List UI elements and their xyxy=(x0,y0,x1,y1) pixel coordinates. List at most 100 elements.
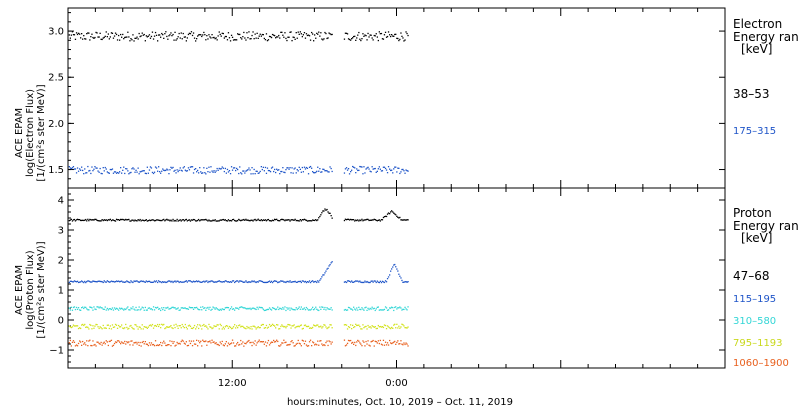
data-point xyxy=(175,281,177,283)
data-point xyxy=(71,309,74,311)
data-point xyxy=(380,219,383,221)
data-point xyxy=(320,214,322,216)
data-point xyxy=(309,165,312,168)
data-point xyxy=(224,343,226,345)
data-point xyxy=(239,33,241,36)
data-point xyxy=(228,37,231,39)
data-point xyxy=(180,169,182,171)
data-point xyxy=(371,340,373,342)
data-point xyxy=(76,167,79,169)
data-point xyxy=(293,36,295,39)
data-point xyxy=(238,218,240,221)
data-point xyxy=(205,280,207,282)
data-point xyxy=(99,326,101,328)
data-point xyxy=(404,306,406,308)
data-point xyxy=(405,308,407,310)
data-point xyxy=(93,168,95,170)
data-point xyxy=(271,166,274,168)
data-point xyxy=(289,280,291,282)
data-point xyxy=(277,340,279,343)
y-tick-label: −1 xyxy=(49,346,64,357)
data-point xyxy=(269,281,272,283)
data-point xyxy=(183,281,185,283)
data-point xyxy=(307,325,310,327)
data-point xyxy=(398,307,400,309)
data-point xyxy=(242,281,244,283)
data-point xyxy=(327,308,329,310)
data-point xyxy=(229,281,232,283)
data-point xyxy=(80,309,82,311)
data-point xyxy=(155,167,158,169)
data-point xyxy=(318,309,320,312)
data-point xyxy=(396,308,398,310)
data-point xyxy=(265,33,268,35)
data-point xyxy=(295,172,297,174)
data-point xyxy=(407,281,409,283)
data-point xyxy=(316,281,318,284)
data-point xyxy=(256,306,258,308)
data-point xyxy=(301,280,303,282)
data-point xyxy=(72,219,75,221)
data-point xyxy=(113,307,116,309)
data-point xyxy=(114,308,117,310)
proton-data-points xyxy=(68,208,409,347)
data-point xyxy=(121,172,123,174)
data-point xyxy=(271,281,274,284)
data-point xyxy=(172,327,174,330)
data-point xyxy=(118,340,120,342)
data-point xyxy=(190,31,193,33)
data-point xyxy=(72,306,75,309)
data-point xyxy=(176,169,178,171)
data-point xyxy=(386,35,389,38)
data-point xyxy=(150,281,153,283)
data-point xyxy=(203,323,205,326)
data-point xyxy=(115,341,118,344)
data-point xyxy=(101,328,103,330)
data-point xyxy=(218,167,220,170)
data-point xyxy=(95,323,97,326)
data-point xyxy=(351,280,353,282)
data-point xyxy=(297,220,299,222)
data-point xyxy=(86,33,88,35)
electron-panel: 1.52.02.53.0 ACE EPAM log(Electron Flux)… xyxy=(14,7,799,189)
data-point xyxy=(401,219,403,221)
data-point xyxy=(372,39,374,41)
data-point xyxy=(305,219,308,221)
data-point xyxy=(136,343,138,345)
data-point xyxy=(358,340,360,342)
data-point xyxy=(268,323,271,326)
data-point xyxy=(273,34,275,36)
data-point xyxy=(402,308,404,310)
data-point xyxy=(402,324,404,326)
data-point xyxy=(380,170,383,172)
electron-legend-series-0: 38–53 xyxy=(733,87,770,101)
data-point xyxy=(108,327,110,330)
data-point xyxy=(207,220,209,222)
data-point xyxy=(279,173,281,175)
data-point xyxy=(242,341,244,343)
data-point xyxy=(129,220,131,222)
data-point xyxy=(390,169,392,172)
data-point xyxy=(326,37,328,40)
data-point xyxy=(383,308,386,311)
data-point xyxy=(343,219,346,222)
data-point xyxy=(210,166,212,168)
data-point xyxy=(399,216,401,219)
data-point xyxy=(211,339,213,341)
data-point xyxy=(407,219,409,221)
data-point xyxy=(309,281,312,284)
data-point xyxy=(300,171,302,173)
data-point xyxy=(271,33,274,36)
data-point xyxy=(255,308,257,311)
data-point xyxy=(169,280,171,282)
data-point xyxy=(161,281,163,284)
data-point xyxy=(185,326,187,328)
data-point xyxy=(367,324,369,327)
data-point xyxy=(400,340,402,342)
data-point xyxy=(81,344,83,346)
data-point xyxy=(155,219,158,221)
data-point xyxy=(141,306,143,308)
data-point xyxy=(243,281,245,283)
data-point xyxy=(232,326,235,328)
data-point xyxy=(405,342,407,344)
